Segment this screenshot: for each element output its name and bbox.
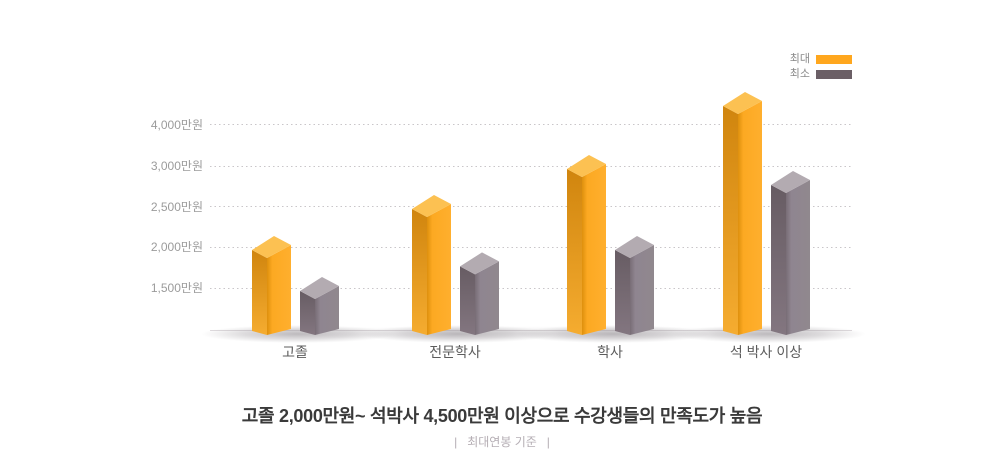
bar-max-3-left-face [723,106,738,335]
bar-max-1-right-face [427,204,451,335]
x-axis-category: 석 박사 이상 [729,344,803,360]
bar-min-0 [300,277,339,335]
bar-min-1 [460,252,499,335]
bar-max-0-top-face [252,236,291,258]
y-axis-tick: 1,500만원 [150,281,203,295]
bar-min-1-left-face [460,266,475,335]
group-shadow-1 [361,325,555,343]
legend-row-max: 최대 [789,53,852,65]
bar-max-3-top-face [723,92,762,114]
bar-max-1 [412,195,451,335]
bar-min-3 [771,171,810,335]
bar-min-0-top-face [300,277,339,299]
bar-min-2-top-face [615,236,654,258]
legend-max-swatch [816,54,852,64]
y-axis-tick: 4,000만원 [150,118,203,132]
legend: 최대 최소 [789,53,852,80]
bar-min-3-right-face [786,180,810,335]
bar-shadows [201,325,866,343]
bar-max-0 [252,236,291,335]
group-shadow-0 [201,325,395,343]
chart-footnote: | 최대연봉 기준 | [454,435,550,449]
bar-min-2-right-face [630,245,654,335]
bar-max-0-right-face [267,245,291,335]
legend-row-min: 최소 [789,68,852,80]
legend-min-label: 최소 [789,68,810,80]
y-axis-tick: 2,500만원 [150,200,203,214]
bar-min-0-right-face [315,286,339,335]
bar-max-3-right-face [738,101,762,335]
chart-caption: 고졸 2,000만원~ 석박사 4,500만원 이상으로 수강생들의 만족도가 … [241,406,763,426]
bar-max-3 [723,92,762,335]
bar-max-2-left-face [567,169,582,335]
x-axis-category: 고졸 [282,344,308,360]
bar-min-0-left-face [300,291,315,335]
bar-max-2-right-face [582,164,606,335]
bar-max-1-left-face [412,209,427,335]
bar-max-1-top-face [412,195,451,217]
bar-min-3-top-face [771,171,810,193]
y-axis-tick: 2,000만원 [150,240,203,254]
bar-min-2-left-face [615,250,630,335]
bar-chart-canvas [201,92,866,343]
group-shadow-3 [672,325,866,343]
bar-min-2 [615,236,654,335]
legend-min-swatch [816,69,852,79]
group-shadow-2 [516,325,710,343]
legend-max-label: 최대 [789,53,810,65]
bar-max-2 [567,155,606,335]
bar-min-1-top-face [460,252,499,275]
x-axis-category: 전문학사 [429,344,481,360]
bar-min-3-left-face [771,185,786,335]
bar-min-1-right-face [475,261,499,335]
bar-max-0-left-face [252,250,267,335]
y-axis-tick: 3,000만원 [150,159,203,173]
x-axis-category: 학사 [597,344,623,360]
bar-max-2-top-face [567,155,606,177]
bars [252,92,810,335]
